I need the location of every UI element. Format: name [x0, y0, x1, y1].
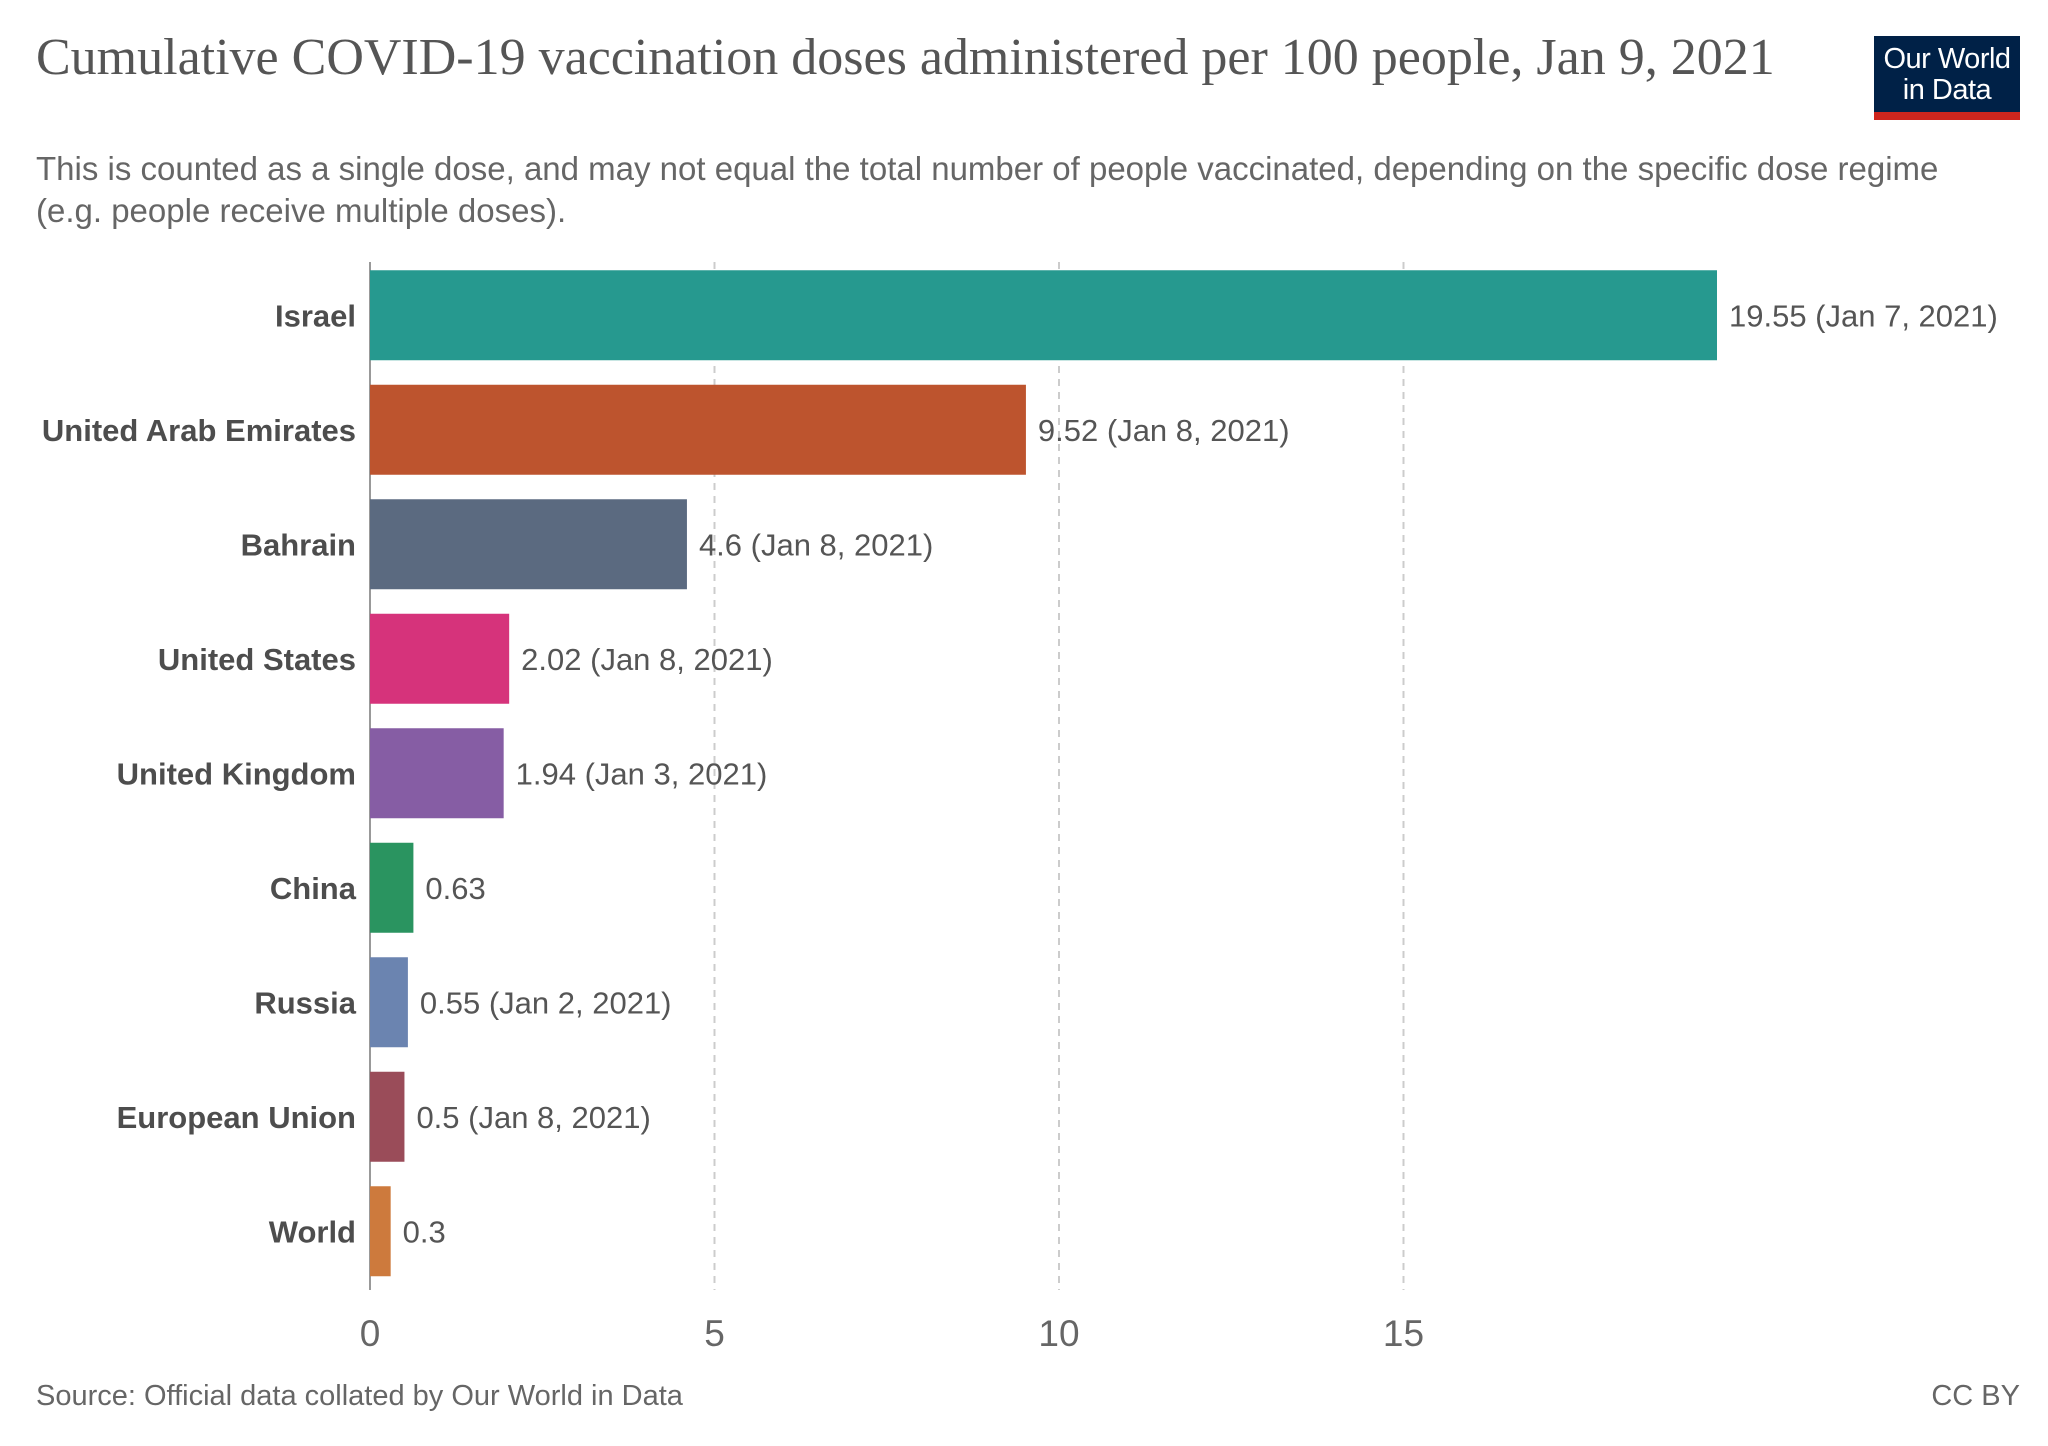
category-label: United Kingdom: [117, 756, 356, 791]
x-tick-label: 5: [704, 1313, 725, 1354]
category-label: Israel: [275, 298, 356, 333]
license-note[interactable]: CC BY: [1931, 1380, 2020, 1412]
category-label: Bahrain: [241, 527, 356, 562]
source-note[interactable]: Source: Official data collated by Our Wo…: [36, 1380, 683, 1412]
bar[interactable]: [370, 384, 1026, 475]
category-label: United States: [158, 642, 356, 677]
bar[interactable]: [370, 1071, 405, 1162]
logo-line-1: Our World: [1883, 43, 2011, 75]
bar[interactable]: [370, 270, 1717, 361]
bar[interactable]: [370, 499, 687, 590]
category-label: United Arab Emirates: [42, 413, 356, 448]
owid-logo[interactable]: Our World in Data: [1874, 36, 2020, 120]
bar[interactable]: [370, 957, 408, 1048]
value-label: 19.55 (Jan 7, 2021): [1729, 298, 1998, 333]
category-label: China: [270, 871, 357, 906]
logo-line-2: in Data: [1902, 74, 1992, 106]
chart-title: Cumulative COVID-19 vaccination doses ad…: [36, 29, 1775, 86]
value-label: 0.5 (Jan 8, 2021): [416, 1100, 650, 1135]
x-tick-label: 0: [360, 1313, 381, 1354]
value-label: 0.63: [425, 871, 485, 906]
tick-layer: 0 5 10 15: [360, 1313, 1424, 1354]
category-label: European Union: [117, 1100, 356, 1135]
value-label: 0.55 (Jan 2, 2021): [420, 985, 672, 1020]
bar-layer: [370, 270, 1717, 1277]
bar[interactable]: [370, 1186, 391, 1277]
bar[interactable]: [370, 728, 504, 819]
chart-subtitle: This is counted as a single dose, and ma…: [36, 150, 1939, 229]
category-label: World: [269, 1214, 356, 1249]
bar[interactable]: [370, 613, 510, 704]
value-label: 9.52 (Jan 8, 2021): [1038, 413, 1290, 448]
x-tick-label: 15: [1383, 1313, 1424, 1354]
value-label: 2.02 (Jan 8, 2021): [521, 642, 773, 677]
bar[interactable]: [370, 842, 414, 933]
value-label: 4.6 (Jan 8, 2021): [699, 527, 933, 562]
category-label: Russia: [254, 985, 356, 1020]
label-layer: Israel 19.55 (Jan 7, 2021) United Arab Emi…: [42, 298, 1998, 1249]
value-label: 1.94 (Jan 3, 2021): [516, 756, 768, 791]
value-label: 0.3: [403, 1214, 446, 1249]
x-tick-label: 10: [1038, 1313, 1079, 1354]
